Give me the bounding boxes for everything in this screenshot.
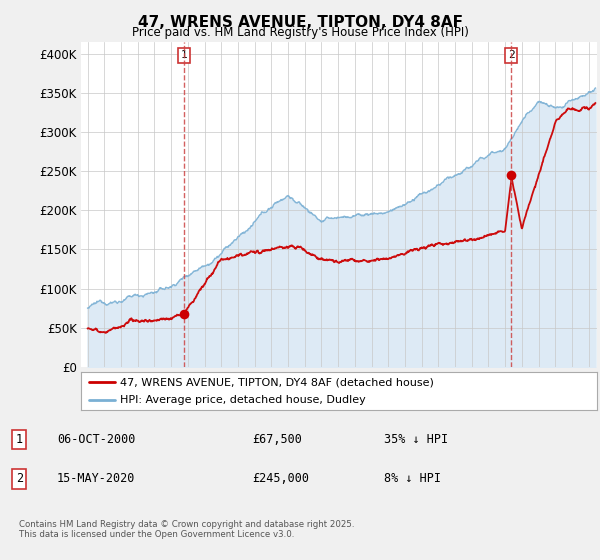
Text: 15-MAY-2020: 15-MAY-2020: [57, 472, 136, 486]
Text: 2: 2: [16, 472, 23, 486]
Text: £245,000: £245,000: [252, 472, 309, 486]
Text: 1: 1: [181, 50, 187, 60]
Text: HPI: Average price, detached house, Dudley: HPI: Average price, detached house, Dudl…: [119, 395, 365, 405]
Text: 47, WRENS AVENUE, TIPTON, DY4 8AF: 47, WRENS AVENUE, TIPTON, DY4 8AF: [137, 15, 463, 30]
Text: £67,500: £67,500: [252, 433, 302, 446]
Text: Price paid vs. HM Land Registry's House Price Index (HPI): Price paid vs. HM Land Registry's House …: [131, 26, 469, 39]
Text: 35% ↓ HPI: 35% ↓ HPI: [384, 433, 448, 446]
Text: 1: 1: [16, 433, 23, 446]
Text: 47, WRENS AVENUE, TIPTON, DY4 8AF (detached house): 47, WRENS AVENUE, TIPTON, DY4 8AF (detac…: [119, 377, 434, 387]
Text: 2: 2: [508, 50, 515, 60]
Text: 06-OCT-2000: 06-OCT-2000: [57, 433, 136, 446]
Text: Contains HM Land Registry data © Crown copyright and database right 2025.
This d: Contains HM Land Registry data © Crown c…: [19, 520, 355, 539]
Text: 8% ↓ HPI: 8% ↓ HPI: [384, 472, 441, 486]
